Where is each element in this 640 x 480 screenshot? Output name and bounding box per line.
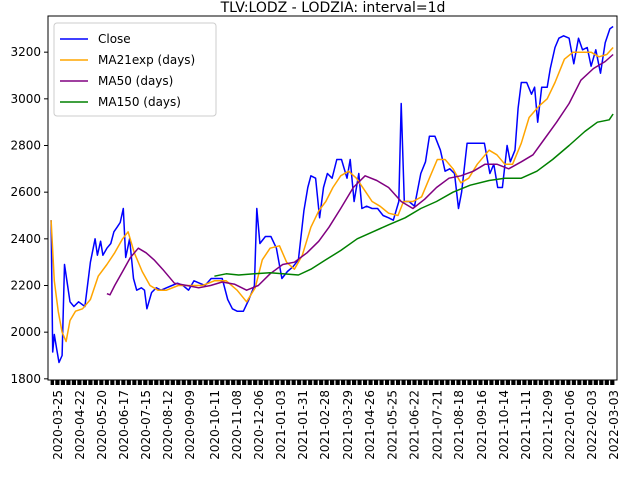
- x-tick-label: 2020-08-12: [161, 390, 175, 460]
- series-line-1: [50, 46, 614, 343]
- plot-area: [50, 25, 614, 364]
- x-tick-label: 2020-07-15: [139, 390, 153, 460]
- y-tick-label: 2800: [10, 139, 41, 153]
- x-tick-label: 2021-05-25: [386, 390, 400, 460]
- x-tick-label: 2022-01-06: [563, 390, 577, 460]
- x-tick-label: 2020-12-06: [252, 390, 266, 460]
- legend-label-3: MA150 (days): [98, 95, 181, 109]
- x-tick-label: 2021-01-31: [296, 390, 310, 460]
- x-tick-label: 2021-07-21: [430, 390, 444, 460]
- y-tick-label: 2400: [10, 232, 41, 246]
- x-tick-label: 2021-06-22: [408, 390, 422, 460]
- legend: Close MA21exp (days) MA50 (days) MA150 (day…: [53, 22, 217, 117]
- x-tick-label: 2021-09-16: [475, 390, 489, 460]
- x-tick-label: 2021-02-28: [318, 390, 332, 460]
- legend-label-0: Close: [98, 32, 131, 46]
- series-line-0: [50, 25, 614, 364]
- x-tick-label: 2021-01-03: [274, 390, 288, 460]
- x-tick-label: 2020-03-25: [51, 390, 65, 460]
- x-tick-label: 2020-04-22: [73, 390, 87, 460]
- x-tick-label: 2022-02-03: [585, 390, 599, 460]
- x-tick-label: 2020-10-11: [208, 390, 222, 460]
- series-line-2: [106, 53, 614, 296]
- x-tick-label: 2020-05-20: [95, 390, 109, 460]
- x-tick-label: 2021-08-18: [452, 390, 466, 460]
- x-tick-label: 2022-03-03: [607, 390, 621, 460]
- x-tick-label: 2021-11-11: [519, 390, 533, 460]
- legend-label-1: MA21exp (days): [98, 53, 195, 67]
- x-tick-label: 2020-09-09: [183, 390, 197, 460]
- x-tick-label: 2020-11-08: [230, 390, 244, 460]
- y-tick-label: 2200: [10, 279, 41, 293]
- x-tick-label: 2021-04-26: [363, 390, 377, 460]
- y-tick-label: 2000: [10, 325, 41, 339]
- y-tick-label: 3200: [10, 45, 41, 59]
- y-tick-label: 2600: [10, 185, 41, 199]
- series-line-3: [214, 113, 614, 277]
- y-axis: 1800 2000 2200 2400 2600 2800 3000 3200: [10, 45, 48, 386]
- legend-label-2: MA50 (days): [98, 74, 173, 88]
- legend-box: [53, 22, 217, 117]
- x-tick-label: 2021-10-14: [497, 390, 511, 460]
- x-tick-label: 2021-03-29: [341, 390, 355, 460]
- x-axis: 2020-03-25 2020-04-22 2020-05-20 2020-06-17…: [50, 380, 621, 460]
- x-tick-label: 2021-12-09: [541, 390, 555, 460]
- x-minor-ticks: [50, 380, 615, 385]
- chart-title: TLV:LODZ - LODZIA: interval=1d: [220, 0, 446, 16]
- x-tick-label: 2020-06-17: [117, 390, 131, 460]
- y-tick-label: 1800: [10, 372, 41, 386]
- y-tick-label: 3000: [10, 92, 41, 106]
